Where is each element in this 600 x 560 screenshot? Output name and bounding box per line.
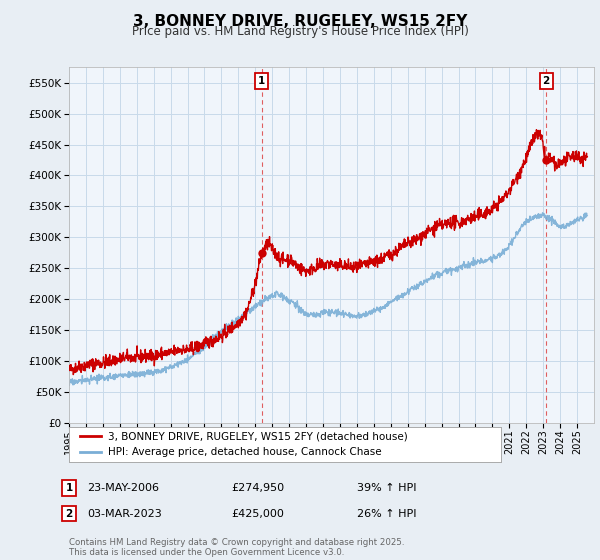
Text: Contains HM Land Registry data © Crown copyright and database right 2025.
This d: Contains HM Land Registry data © Crown c… bbox=[69, 538, 404, 557]
Text: £425,000: £425,000 bbox=[231, 508, 284, 519]
Text: 03-MAR-2023: 03-MAR-2023 bbox=[87, 508, 162, 519]
Text: 3, BONNEY DRIVE, RUGELEY, WS15 2FY (detached house): 3, BONNEY DRIVE, RUGELEY, WS15 2FY (deta… bbox=[108, 431, 407, 441]
Text: HPI: Average price, detached house, Cannock Chase: HPI: Average price, detached house, Cann… bbox=[108, 447, 382, 458]
Text: 2: 2 bbox=[65, 508, 73, 519]
Text: Price paid vs. HM Land Registry's House Price Index (HPI): Price paid vs. HM Land Registry's House … bbox=[131, 25, 469, 38]
Text: £274,950: £274,950 bbox=[231, 483, 284, 493]
Text: 26% ↑ HPI: 26% ↑ HPI bbox=[357, 508, 416, 519]
Text: 23-MAY-2006: 23-MAY-2006 bbox=[87, 483, 159, 493]
Text: 3, BONNEY DRIVE, RUGELEY, WS15 2FY: 3, BONNEY DRIVE, RUGELEY, WS15 2FY bbox=[133, 14, 467, 29]
Text: 1: 1 bbox=[65, 483, 73, 493]
Text: 39% ↑ HPI: 39% ↑ HPI bbox=[357, 483, 416, 493]
Text: 2: 2 bbox=[542, 76, 550, 86]
Text: 1: 1 bbox=[258, 76, 265, 86]
